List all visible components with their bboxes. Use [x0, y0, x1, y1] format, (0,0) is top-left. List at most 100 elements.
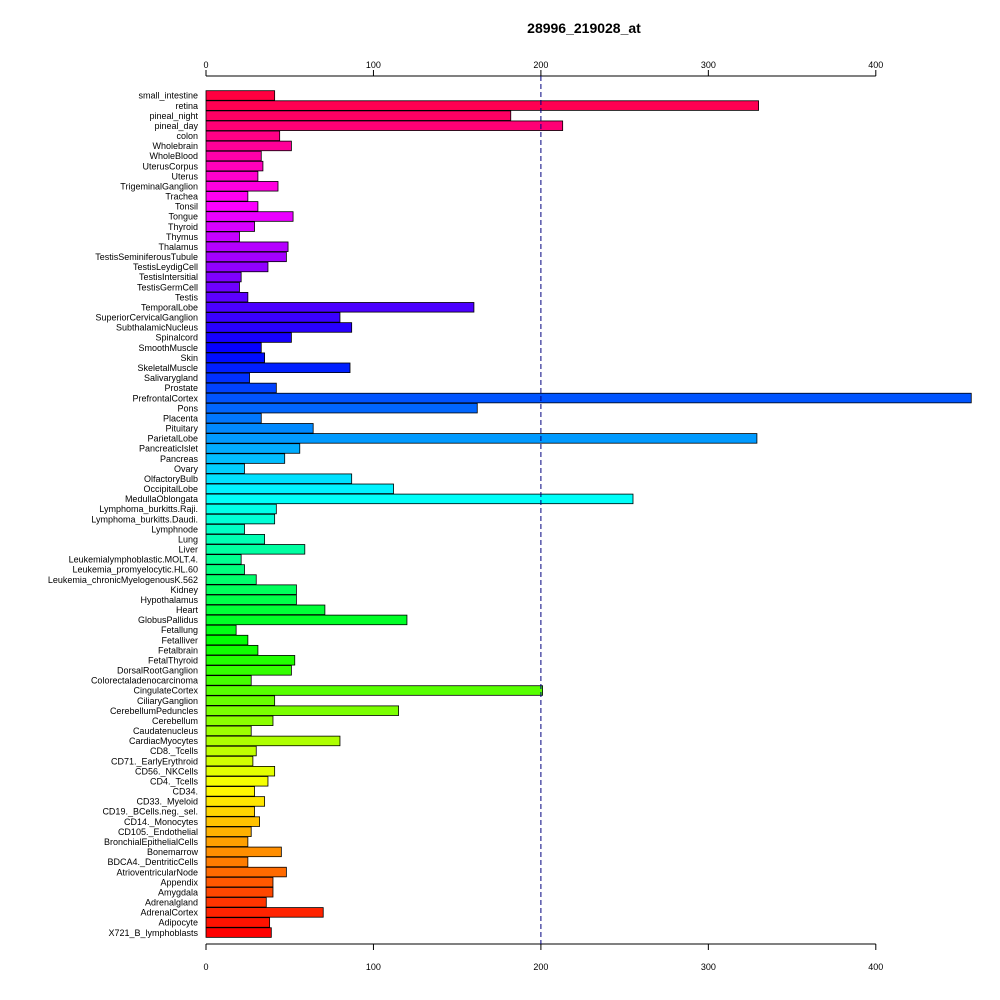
category-label: retina — [175, 101, 198, 111]
bar — [205, 372, 250, 384]
bar — [205, 271, 242, 283]
bars-group — [205, 90, 972, 938]
category-label: Colorectaladenocarcinoma — [91, 676, 198, 686]
bar — [205, 231, 240, 242]
category-label: CD14._Monocytes — [124, 817, 199, 827]
category-label: Kidney — [170, 585, 198, 595]
category-label: Fetalliver — [161, 635, 198, 645]
category-label: Thymus — [166, 232, 199, 242]
bar — [205, 90, 276, 101]
bar — [205, 332, 292, 343]
category-label: BronchialEpithelialCells — [104, 837, 199, 847]
bar — [205, 493, 634, 505]
tick-label: 100 — [366, 962, 381, 972]
bar — [205, 786, 255, 797]
bar — [205, 392, 972, 404]
category-label: Heart — [176, 605, 199, 615]
category-label: AdrenalCortex — [140, 908, 198, 918]
bar — [205, 806, 255, 817]
bar — [205, 574, 257, 585]
bar — [205, 191, 249, 202]
category-label: Leukemialymphoblastic.MOLT.4. — [69, 555, 198, 565]
category-label: Lymphoma_burkitts.Daudi. — [91, 514, 198, 524]
bar — [205, 352, 266, 363]
category-label: CD33._Myeloid — [136, 797, 198, 807]
bar — [205, 110, 512, 121]
bar — [205, 897, 267, 908]
bar — [205, 523, 245, 535]
category-label: GlobusPallidus — [138, 615, 199, 625]
bar — [205, 443, 301, 454]
category-label: Pancreas — [160, 454, 199, 464]
category-label: Prostate — [164, 383, 198, 393]
category-label: TestisIntersitial — [139, 272, 198, 282]
category-label: CiliaryGanglion — [137, 696, 198, 706]
bar — [205, 544, 306, 555]
tick-label: 0 — [203, 962, 208, 972]
bar — [205, 776, 269, 787]
category-label: Spinalcord — [155, 333, 198, 343]
tick-label: 400 — [868, 60, 883, 70]
category-label: CingulateCortex — [133, 686, 198, 696]
category-label: Bonemarrow — [147, 847, 199, 857]
category-labels-group: small_intestineretinapineal_nightpineal_… — [48, 91, 199, 938]
bar — [205, 856, 249, 868]
bar — [205, 281, 240, 293]
category-label: pineal_night — [149, 111, 198, 121]
bar — [205, 796, 266, 807]
bar — [205, 181, 279, 192]
bar — [205, 725, 252, 737]
bar — [205, 433, 758, 444]
category-label: CD56._NKCells — [135, 766, 199, 776]
bar — [205, 100, 759, 111]
bar — [205, 322, 353, 333]
category-label: SubthalamicNucleus — [116, 323, 199, 333]
bar — [205, 413, 262, 424]
category-label: Leukemia_promyelocytic.HL.60 — [72, 565, 198, 575]
bar — [205, 846, 282, 858]
bar — [205, 503, 277, 515]
category-label: Pons — [177, 403, 198, 413]
bar — [205, 695, 276, 706]
category-label: Wholebrain — [152, 141, 198, 151]
bar — [205, 876, 274, 888]
bar — [205, 624, 237, 636]
category-label: DorsalRootGanglion — [117, 666, 198, 676]
bar — [205, 614, 408, 626]
category-label: Lung — [178, 534, 198, 544]
tick-label: 300 — [701, 60, 716, 70]
category-label: CD71._EarlyErythroid — [111, 756, 198, 766]
bar — [205, 584, 297, 595]
tick-label: 400 — [868, 962, 883, 972]
bar — [205, 362, 351, 374]
bar — [205, 917, 271, 928]
bar — [205, 130, 281, 142]
bar — [205, 715, 274, 726]
bar — [205, 866, 287, 878]
category-label: Testis — [175, 292, 199, 302]
category-label: SuperiorCervicalGanglion — [95, 313, 198, 323]
category-label: OlfactoryBulb — [144, 474, 198, 484]
category-label: Placenta — [163, 413, 198, 423]
category-label: Hypothalamus — [140, 595, 198, 605]
bar — [205, 453, 286, 464]
bar — [205, 745, 257, 757]
bar — [205, 473, 353, 484]
category-label: CardiacMyocytes — [129, 736, 199, 746]
bar — [205, 291, 249, 303]
bar — [205, 483, 394, 495]
bar — [205, 221, 255, 232]
category-label: Leukemia_chronicMyelogenousK.562 — [48, 575, 198, 585]
bar — [205, 402, 478, 414]
bottom-x-axis: 0 100 200 300 400 — [203, 943, 883, 972]
bar — [205, 160, 264, 172]
bar — [205, 513, 276, 525]
bar — [205, 140, 292, 152]
bar — [205, 302, 475, 313]
tick-label: 200 — [533, 60, 548, 70]
bar — [205, 907, 324, 918]
category-label: Adrenalgland — [145, 898, 198, 908]
category-label: WholeBlood — [149, 151, 198, 161]
category-label: Thyroid — [168, 222, 198, 232]
